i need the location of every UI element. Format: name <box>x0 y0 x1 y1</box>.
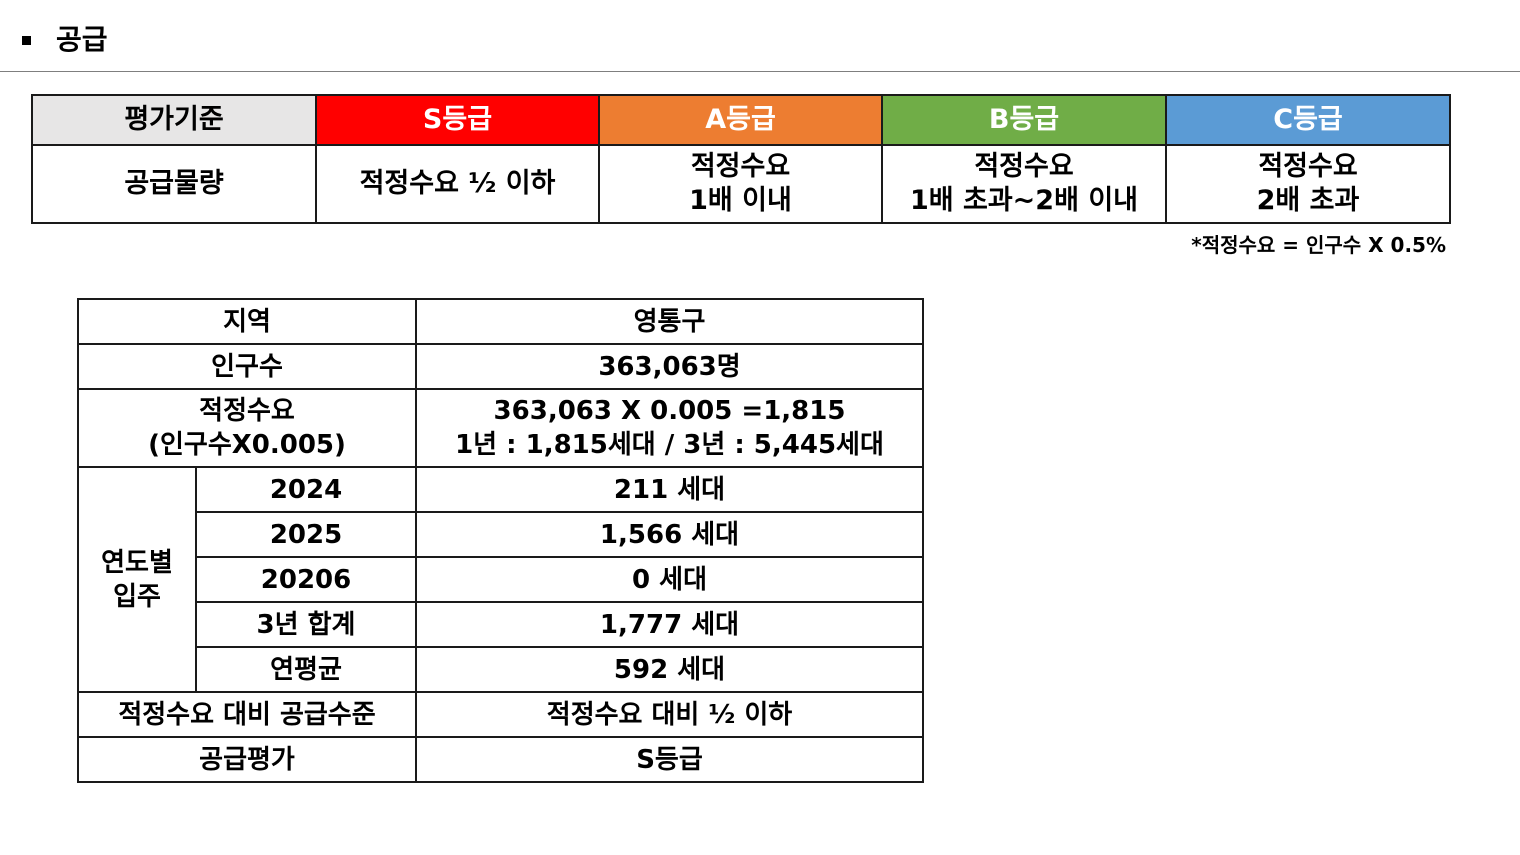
bullet-icon <box>22 36 31 45</box>
demand-value: 363,063 X 0.005 =1,815 1년 : 1,815세대 / 3년… <box>415 388 924 468</box>
demand-label-line1: 적정수요 <box>199 396 295 426</box>
grade-c-header: C등급 <box>1165 94 1451 146</box>
year-value: 1,777 세대 <box>415 601 924 648</box>
year-value: 1,566 세대 <box>415 511 924 558</box>
evaluation-label: 공급평가 <box>77 736 417 783</box>
demand-label-line2: (인구수X0.005) <box>148 430 346 460</box>
year-value: 592 세대 <box>415 646 924 693</box>
grade-b-criterion-line2: 1배 초과~2배 이내 <box>909 185 1139 216</box>
region-label: 지역 <box>77 298 417 345</box>
year-cell: 20206 <box>195 556 417 603</box>
year-cell: 연평균 <box>195 646 417 693</box>
grade-criteria-table: 평가기준 S등급 A등급 B등급 C등급 공급물량 적정수요 ½ 이하 적정수요… <box>31 94 1451 224</box>
table-row: 20206 0 세대 <box>78 556 924 603</box>
year-cell: 2025 <box>195 511 417 558</box>
table-row: 공급평가 S등급 <box>77 736 924 783</box>
grade-b-criterion-line1: 적정수요 <box>974 151 1074 182</box>
grade-b-criterion: 적정수요 1배 초과~2배 이내 <box>881 144 1167 224</box>
yearly-occupancy-label: 연도별 입주 <box>77 466 197 693</box>
section-header: 공급 <box>0 0 1520 72</box>
supply-level-value: 적정수요 대비 ½ 이하 <box>415 691 924 738</box>
grade-c-criterion-line1: 적정수요 <box>1258 151 1358 182</box>
supply-level-label: 적정수요 대비 공급수준 <box>77 691 417 738</box>
population-value: 363,063명 <box>415 343 924 390</box>
supply-volume-row: 공급물량 적정수요 ½ 이하 적정수요 1배 이내 적정수요 1배 초과~2배 … <box>31 144 1451 224</box>
table-row: 연평균 592 세대 <box>78 646 924 693</box>
table-row: 적정수요 대비 공급수준 적정수요 대비 ½ 이하 <box>77 691 924 738</box>
grade-a-criterion-line1: 적정수요 <box>690 151 791 182</box>
grade-header-row: 평가기준 S등급 A등급 B등급 C등급 <box>31 94 1451 146</box>
year-cell: 3년 합계 <box>195 601 417 648</box>
yearly-label-line2: 입주 <box>113 581 161 612</box>
yearly-label-line1: 연도별 <box>101 547 173 578</box>
table-row: 2025 1,566 세대 <box>78 511 924 558</box>
supply-volume-label: 공급물량 <box>31 144 317 224</box>
population-label: 인구수 <box>77 343 417 390</box>
grade-c-criterion-line2: 2배 초과 <box>1256 185 1360 216</box>
grade-a-criterion-line2: 1배 이내 <box>689 185 792 216</box>
demand-label: 적정수요 (인구수X0.005) <box>77 388 417 468</box>
demand-value-line1: 363,063 X 0.005 =1,815 <box>493 396 846 426</box>
region-value: 영통구 <box>415 298 924 345</box>
header-divider <box>0 71 1520 72</box>
grade-b-header: B등급 <box>881 94 1167 146</box>
table-row: 연도별 입주 2024 211 세대 <box>77 466 924 693</box>
grade-s-criterion: 적정수요 ½ 이하 <box>315 144 600 224</box>
demand-footnote: *적정수요 = 인구수 X 0.5% <box>1191 233 1446 257</box>
region-supply-table: 지역 영통구 인구수 363,063명 적정수요 (인구수X0.005) 363… <box>77 298 924 783</box>
grade-s-header: S등급 <box>315 94 600 146</box>
grade-c-criterion: 적정수요 2배 초과 <box>1165 144 1451 224</box>
grade-a-header: A등급 <box>598 94 883 146</box>
table-row: 지역 영통구 <box>77 298 924 345</box>
demand-value-line2: 1년 : 1,815세대 / 3년 : 5,445세대 <box>455 430 884 460</box>
section-title: 공급 <box>56 23 108 56</box>
year-value: 0 세대 <box>415 556 924 603</box>
table-row: 적정수요 (인구수X0.005) 363,063 X 0.005 =1,815 … <box>77 388 924 468</box>
year-value: 211 세대 <box>415 466 924 513</box>
table-row: 3년 합계 1,777 세대 <box>78 601 924 648</box>
grade-a-criterion: 적정수요 1배 이내 <box>598 144 883 224</box>
year-cell: 2024 <box>195 466 417 513</box>
evaluation-value: S등급 <box>415 736 924 783</box>
criteria-header: 평가기준 <box>31 94 317 146</box>
table-row: 인구수 363,063명 <box>77 343 924 390</box>
